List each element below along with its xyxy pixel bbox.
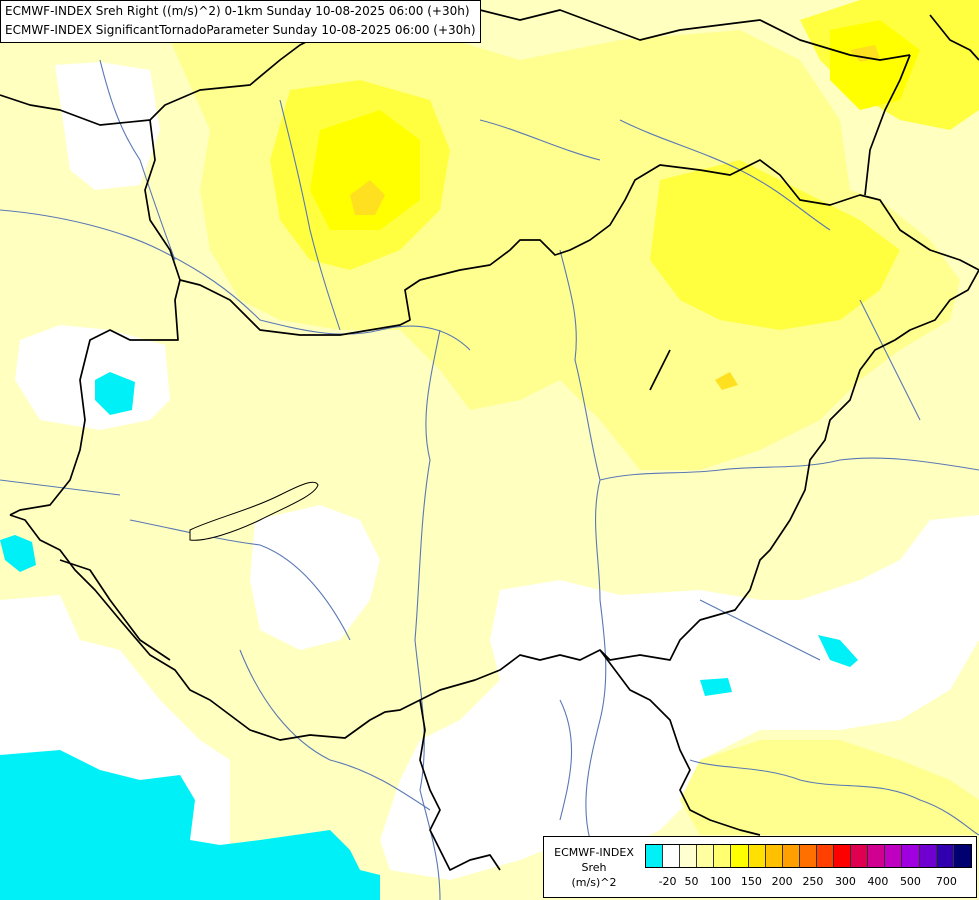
legend-tick-label: 400 [867,875,889,888]
legend-swatch [748,845,766,867]
legend-swatch [680,845,698,867]
rivers [0,59,979,900]
legend-swatch [799,845,817,867]
legend-tick-label: 100 [710,875,732,888]
map-title-box: ECMWF-INDEX Sreh Right ((m/s)^2) 0-1km S… [0,0,481,43]
legend-swatch [646,845,664,867]
white-zones [0,62,979,900]
legend-tick-label: 50 [684,875,699,888]
legend-title-line-3: (m/s)^2 [571,876,617,889]
legend-swatch [902,845,920,867]
lake-balaton [189,481,319,541]
map-title-line-2: ECMWF-INDEX SignificantTornadoParameter … [5,23,476,37]
color-legend: ECMWF-INDEX Sreh (m/s)^2 -20 50 100 150 200 2… [543,836,977,898]
legend-color-bar [645,844,972,868]
legend-swatch [714,845,732,867]
legend-swatch [851,845,869,867]
legend-swatch [782,845,800,867]
legend-swatch [936,845,954,867]
legend-swatch [834,845,852,867]
cyan-zones [0,372,858,900]
legend-tick-label: 700 [935,875,957,888]
legend-tick-label: 500 [899,875,921,888]
legend-swatch [731,845,749,867]
legend-swatch [816,845,835,867]
legend-swatch [919,845,937,867]
legend-tick-label: -20 [658,875,677,888]
legend-tick-label: 200 [771,875,793,888]
legend-tick-label: 250 [802,875,824,888]
legend-title-line-2: Sreh [581,861,607,874]
legend-tick-label: 150 [740,875,762,888]
legend-title-line-1: ECMWF-INDEX [554,846,634,859]
legend-swatch [663,845,681,867]
bright-yellow-zones [310,20,920,230]
legend-tick-label: 300 [834,875,856,888]
legend-swatch [953,845,971,867]
gold-spots [350,45,880,390]
map-title-line-1: ECMWF-INDEX Sreh Right ((m/s)^2) 0-1km S… [5,4,470,18]
legend-swatch [697,845,715,867]
legend-title: ECMWF-INDEX Sreh (m/s)^2 [548,845,640,890]
legend-swatch [885,845,903,867]
legend-swatch [868,845,886,867]
legend-swatch [765,845,783,867]
